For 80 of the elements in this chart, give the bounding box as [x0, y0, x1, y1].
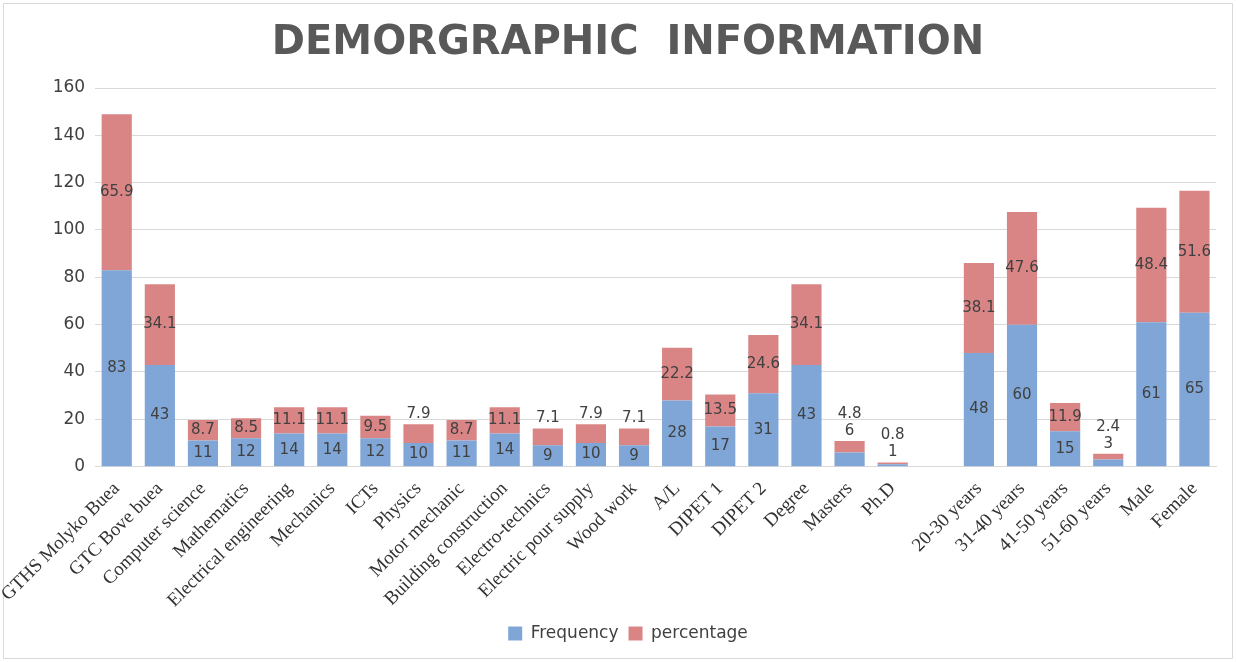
data-label: 13.5 — [703, 400, 737, 419]
y-tick-label: 160 — [52, 76, 86, 97]
y-tick-label: 140 — [52, 123, 86, 144]
bar — [1179, 312, 1210, 467]
data-label: 7.1 — [535, 408, 560, 427]
bar — [403, 424, 434, 443]
bar — [791, 364, 822, 467]
data-label: 1 — [887, 442, 898, 461]
bar — [1093, 453, 1124, 460]
data-label: 51.6 — [1177, 241, 1212, 260]
data-label: 48 — [969, 399, 989, 418]
data-label: 0.8 — [880, 425, 905, 444]
data-label: 11 — [193, 443, 213, 462]
data-label: 11.1 — [488, 410, 522, 429]
data-label: 11 — [452, 443, 472, 462]
data-label: 9 — [629, 445, 639, 464]
y-tick-label: 60 — [63, 313, 86, 334]
data-label: 10 — [581, 444, 601, 463]
data-label: 10 — [408, 444, 429, 463]
data-label: 43 — [150, 405, 170, 424]
bar — [1136, 207, 1167, 323]
data-label: 60 — [1012, 385, 1032, 404]
data-label: 14 — [279, 439, 299, 458]
bar — [532, 428, 563, 446]
bar — [791, 284, 822, 365]
bar — [575, 424, 607, 443]
bar — [662, 400, 693, 467]
data-label: 9.5 — [363, 416, 388, 435]
data-label: 11.9 — [1048, 406, 1082, 425]
bar — [1006, 324, 1038, 467]
data-label: 34.1 — [789, 314, 824, 333]
data-label: 34.1 — [143, 314, 177, 333]
data-label: 9 — [543, 445, 553, 464]
data-label: 7.1 — [622, 408, 646, 427]
legend-label: percentage — [651, 621, 748, 642]
bar — [618, 428, 650, 446]
y-tick-label: 0 — [74, 455, 86, 476]
data-label: 3 — [1103, 433, 1113, 452]
data-label: 4.8 — [837, 403, 862, 422]
bar — [1136, 322, 1167, 467]
legend-label: Frequency — [530, 621, 619, 642]
bar — [834, 452, 865, 467]
data-label: 28 — [667, 423, 687, 442]
data-label: 12 — [236, 442, 256, 461]
chart-title: DEMORGRAPHIC INFORMATION — [271, 17, 985, 64]
data-label: 7.9 — [579, 404, 603, 423]
data-label: 15 — [1055, 438, 1075, 457]
data-label: 12 — [365, 442, 385, 461]
data-label: 8.7 — [449, 420, 474, 439]
bar — [748, 393, 779, 467]
data-label: 22.2 — [660, 364, 694, 382]
data-label: 14 — [495, 439, 515, 458]
data-label: 65 — [1184, 379, 1204, 398]
y-tick-label: 100 — [52, 218, 86, 239]
bar — [101, 270, 132, 467]
y-tick-label: 20 — [63, 407, 86, 428]
data-label: 43 — [796, 405, 817, 424]
y-tick-label: 80 — [63, 265, 86, 286]
data-label: 14 — [322, 439, 342, 458]
data-label: 83 — [107, 358, 127, 377]
bar — [705, 426, 736, 467]
y-tick-label: 120 — [52, 171, 86, 192]
bar — [1179, 190, 1210, 313]
data-label: 2.4 — [1096, 416, 1121, 435]
bar — [834, 441, 865, 453]
data-label: 6 — [844, 420, 855, 439]
bar — [101, 114, 132, 271]
data-label: 31 — [753, 419, 773, 438]
data-label: 8.5 — [234, 418, 258, 437]
y-tick-label: 40 — [63, 360, 86, 381]
bar — [144, 284, 175, 365]
data-label: 11.1 — [272, 410, 306, 429]
data-label: 8.7 — [191, 420, 215, 439]
data-label: 61 — [1141, 384, 1161, 403]
bar — [963, 353, 994, 467]
bar — [1093, 459, 1124, 467]
bar — [144, 364, 175, 467]
data-label: 17 — [710, 436, 730, 455]
data-label: 7.9 — [406, 404, 431, 423]
data-label: 11.1 — [315, 410, 349, 429]
